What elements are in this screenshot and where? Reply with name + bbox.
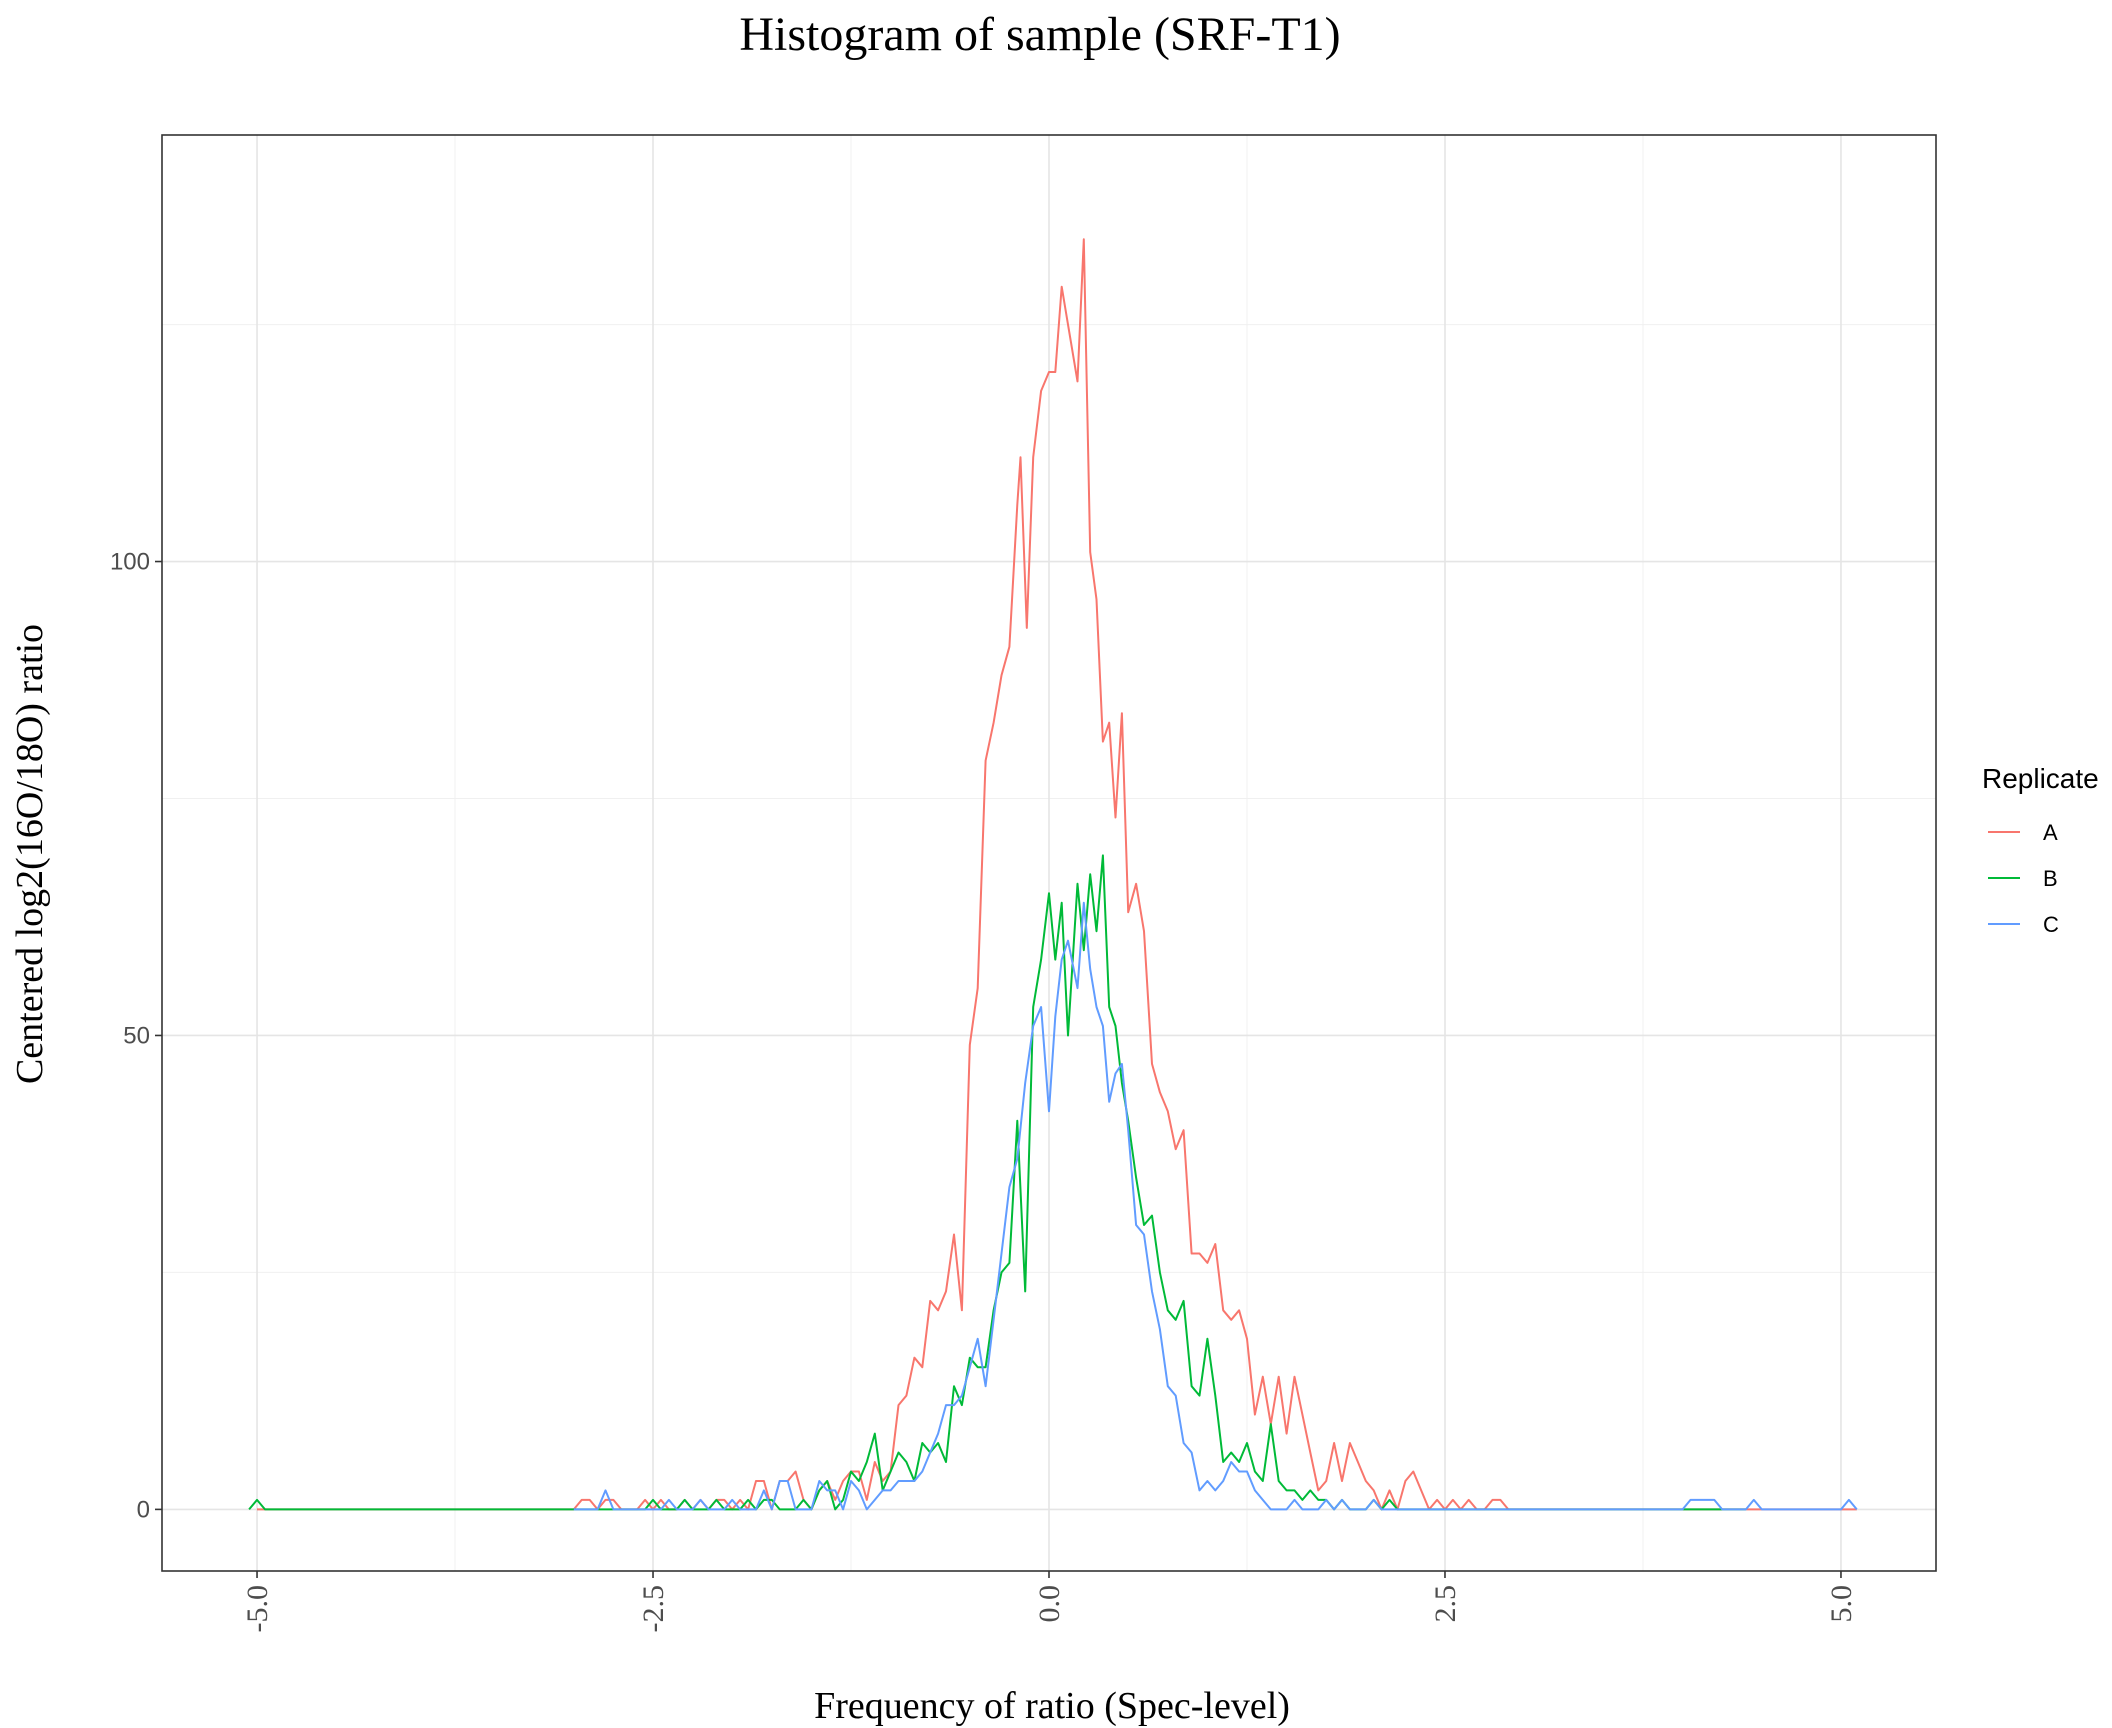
series-line-c xyxy=(573,901,1858,1511)
legend-items: ABC xyxy=(1988,820,2059,937)
y-tick-label: 0 xyxy=(137,1496,150,1523)
x-tick-label: 5.0 xyxy=(1825,1585,1858,1623)
series-lines xyxy=(248,238,1858,1511)
y-axis-ticks: 0 50 100 xyxy=(110,549,162,1523)
legend-title: Replicate xyxy=(1982,763,2099,794)
legend-label-a: A xyxy=(2043,820,2058,845)
legend-label-c: C xyxy=(2043,912,2059,937)
legend-label-b: B xyxy=(2043,866,2058,891)
grid-lines xyxy=(162,135,1936,1571)
series-line-b xyxy=(248,854,1746,1511)
y-tick-label: 50 xyxy=(123,1022,150,1049)
x-axis-ticks: -5.0 -2.5 0.0 2.5 5.0 xyxy=(241,1571,1858,1633)
y-axis-title: Centered log2(16O/18O) ratio xyxy=(9,624,51,1084)
chart-title: Histogram of sample (SRF-T1) xyxy=(739,8,1340,61)
series-line-a xyxy=(257,238,1857,1511)
y-tick-label: 100 xyxy=(110,549,150,576)
x-tick-label: -5.0 xyxy=(241,1585,274,1633)
x-tick-label: -2.5 xyxy=(637,1585,670,1633)
x-tick-label: 0.0 xyxy=(1033,1585,1066,1623)
legend: Replicate ABC xyxy=(1982,763,2099,937)
x-tick-label: 2.5 xyxy=(1429,1585,1462,1623)
x-axis-title: Frequency of ratio (Spec-level) xyxy=(814,1685,1290,1727)
